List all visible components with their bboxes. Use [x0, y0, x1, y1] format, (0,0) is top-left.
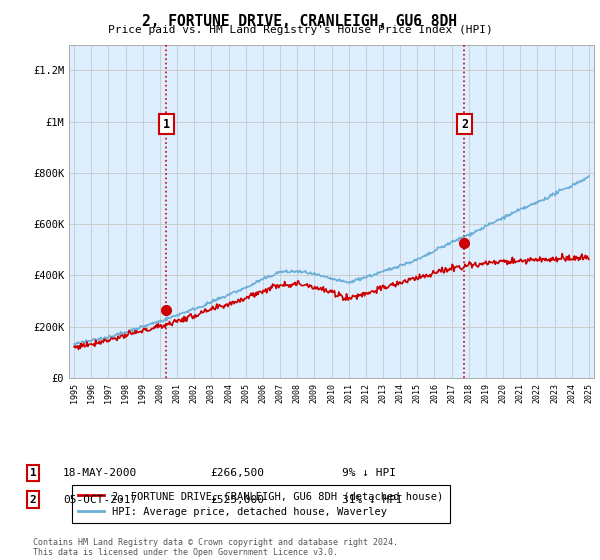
Text: 9% ↓ HPI: 9% ↓ HPI: [342, 468, 396, 478]
Legend: 2, FORTUNE DRIVE, CRANLEIGH, GU6 8DH (detached house), HPI: Average price, detac: 2, FORTUNE DRIVE, CRANLEIGH, GU6 8DH (de…: [71, 485, 450, 523]
Text: 1: 1: [163, 118, 170, 130]
Text: 05-OCT-2017: 05-OCT-2017: [63, 494, 137, 505]
Text: 2: 2: [461, 118, 468, 130]
Text: 18-MAY-2000: 18-MAY-2000: [63, 468, 137, 478]
Text: 31% ↓ HPI: 31% ↓ HPI: [342, 494, 403, 505]
Text: 1: 1: [29, 468, 37, 478]
Text: Price paid vs. HM Land Registry's House Price Index (HPI): Price paid vs. HM Land Registry's House …: [107, 25, 493, 35]
Text: £266,500: £266,500: [210, 468, 264, 478]
Text: Contains HM Land Registry data © Crown copyright and database right 2024.
This d: Contains HM Land Registry data © Crown c…: [33, 538, 398, 557]
Text: 2: 2: [29, 494, 37, 505]
Text: £525,000: £525,000: [210, 494, 264, 505]
Text: 2, FORTUNE DRIVE, CRANLEIGH, GU6 8DH: 2, FORTUNE DRIVE, CRANLEIGH, GU6 8DH: [143, 14, 458, 29]
